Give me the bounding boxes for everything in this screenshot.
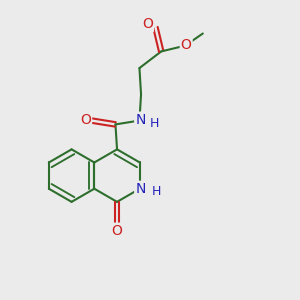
Text: H: H <box>150 117 159 130</box>
Text: O: O <box>112 224 122 238</box>
Text: H: H <box>152 185 161 198</box>
Text: N: N <box>135 112 146 127</box>
Text: O: O <box>142 17 153 31</box>
Text: N: N <box>135 182 146 196</box>
Text: O: O <box>181 38 192 52</box>
Text: O: O <box>80 112 91 127</box>
